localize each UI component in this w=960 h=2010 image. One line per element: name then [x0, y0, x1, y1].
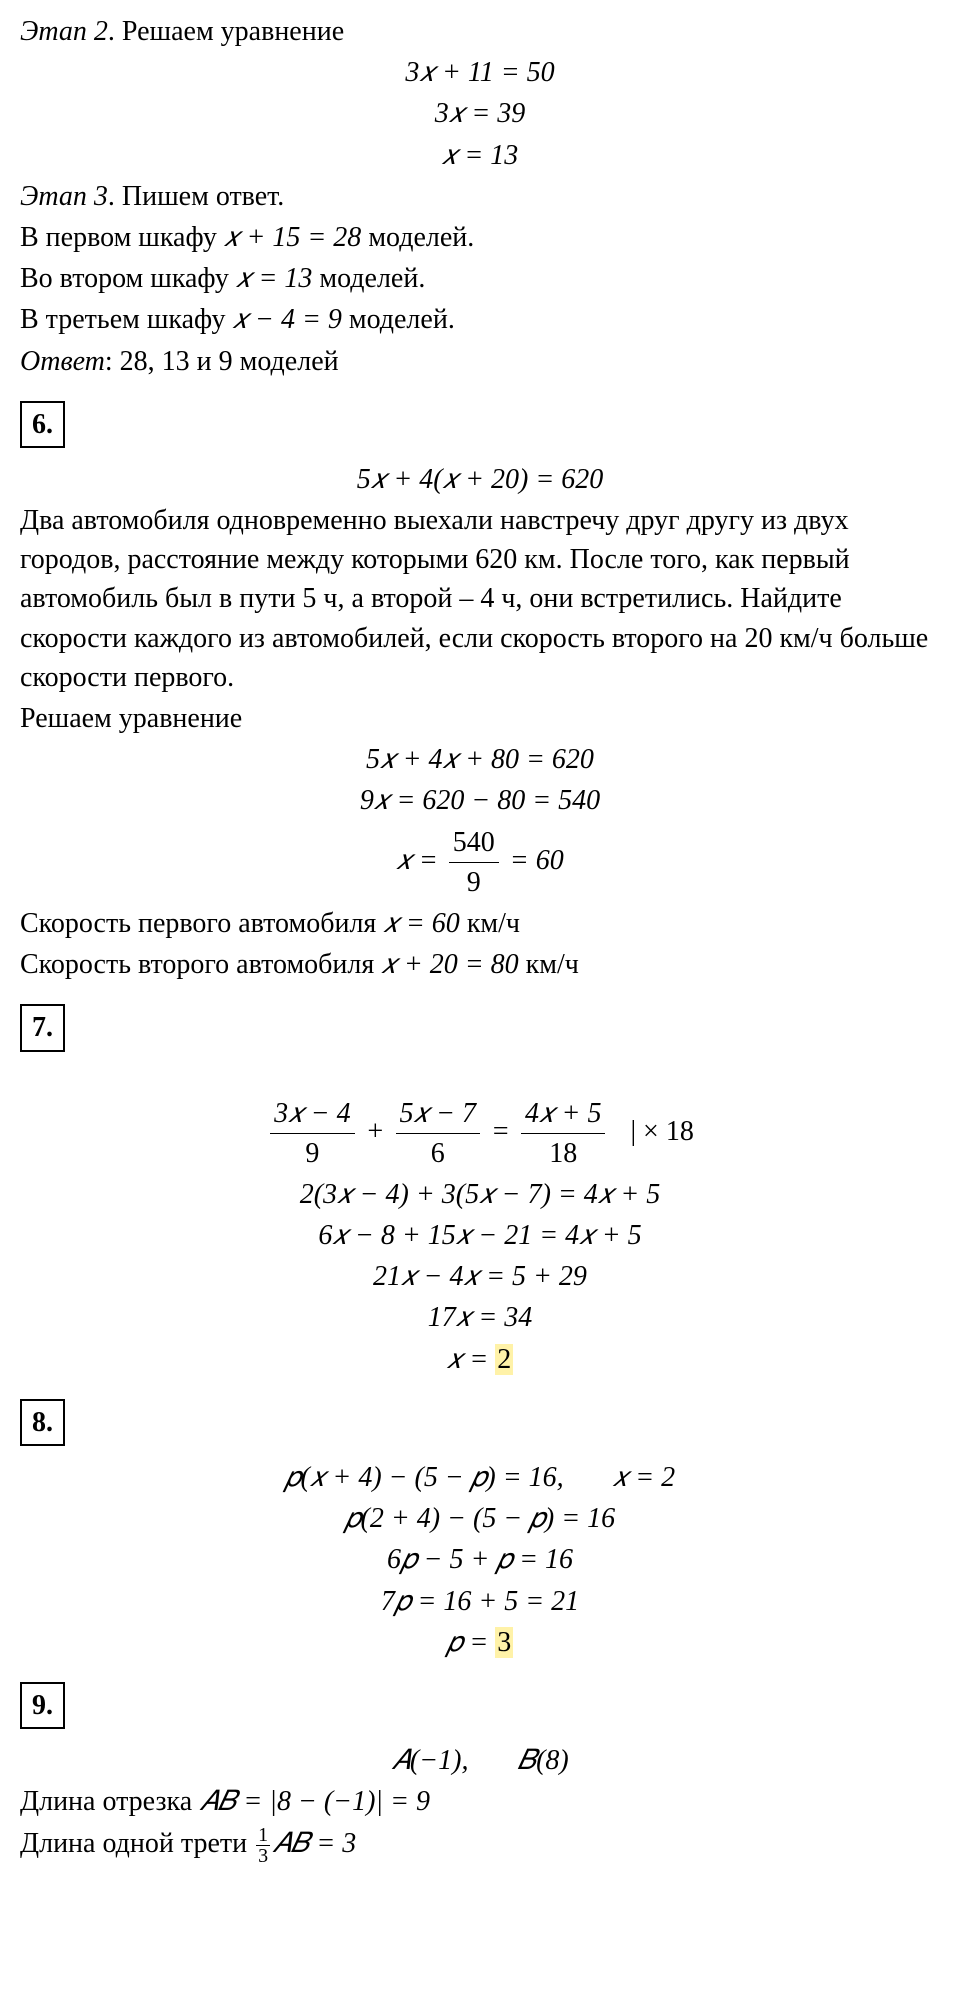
p7-eq5: 17𝑥 = 34	[20, 1298, 940, 1337]
highlighted-answer: 3	[495, 1627, 513, 1658]
p6-eq1: 5𝑥 + 4𝑥 + 80 = 620	[20, 740, 940, 779]
problem-number-7: 7.	[20, 1004, 65, 1051]
stage2-eq1: 3𝑥 + 11 = 50	[20, 53, 940, 92]
text: В третьем шкафу	[20, 304, 232, 335]
fraction: 5409	[449, 823, 499, 902]
denominator: 9	[449, 863, 499, 902]
fraction-2: 5𝑥 − 76	[396, 1094, 481, 1173]
p6-eq3: 𝑥 = 5409 = 60	[20, 823, 940, 902]
plus: +	[359, 1116, 392, 1147]
text: моделей.	[312, 263, 425, 294]
numerator: 1	[256, 1825, 270, 1846]
problem-number-6: 6.	[20, 401, 65, 448]
numerator: 3𝑥 − 4	[270, 1094, 355, 1134]
p8-eq2: 𝑝(2 + 4) − (5 − 𝑝) = 16	[20, 1499, 940, 1538]
p7-eq6: 𝑥 = 2	[20, 1340, 940, 1379]
denominator: 6	[396, 1134, 481, 1173]
problem-8-section: 8. 𝑝(𝑥 + 4) − (5 − 𝑝) = 16, 𝑥 = 2 𝑝(2 + …	[20, 1381, 940, 1662]
text: Длина отрезка	[20, 1786, 199, 1817]
math: 𝑥 = 60	[383, 908, 460, 939]
stage2-action: . Решаем уравнение	[108, 16, 344, 47]
math: 𝐴𝐵 = |8 − (−1)| = 9	[199, 1786, 430, 1817]
p6-eq2: 9𝑥 = 620 − 80 = 540	[20, 781, 940, 820]
stage2-title: Этап 2	[20, 16, 108, 47]
problem-number-9: 9.	[20, 1682, 65, 1729]
answer-text: : 28, 13 и 9 моделей	[105, 346, 339, 377]
p6-solve-label: Решаем уравнение	[20, 699, 940, 738]
p7-eq4: 21𝑥 − 4𝑥 = 5 + 29	[20, 1257, 940, 1296]
stage3-action: . Пишем ответ.	[108, 181, 284, 212]
eq-pre: 𝑝 =	[447, 1627, 496, 1658]
math: 𝑥 = 13	[236, 263, 313, 294]
stage2-eq3: 𝑥 = 13	[20, 136, 940, 175]
p8-eq5: 𝑝 = 3	[20, 1623, 940, 1662]
problem-7-section: 7. 3𝑥 − 49 + 5𝑥 − 76 = 4𝑥 + 518 | × 18 2…	[20, 986, 940, 1379]
stage2-header: Этап 2. Решаем уравнение	[20, 12, 940, 51]
p8-eq1: 𝑝(𝑥 + 4) − (5 − 𝑝) = 16, 𝑥 = 2	[20, 1458, 940, 1497]
p6-main-eq: 5𝑥 + 4(𝑥 + 20) = 620	[20, 460, 940, 499]
text: В первом шкафу	[20, 222, 224, 253]
fraction: 13	[256, 1825, 270, 1866]
problem-9-section: 9. 𝐴(−1), 𝐵(8) Длина отрезка 𝐴𝐵 = |8 − (…	[20, 1664, 940, 1866]
math: 𝑥 + 20 = 80	[381, 949, 518, 980]
denominator: 9	[270, 1134, 355, 1173]
mult-note: | × 18	[609, 1116, 693, 1147]
eq-pre: 𝑥 =	[396, 845, 445, 876]
stage2-eq2: 3𝑥 = 39	[20, 94, 940, 133]
math: 𝐴𝐵 = 3	[272, 1828, 356, 1859]
stage3-line1: В первом шкафу 𝑥 + 15 = 28 моделей.	[20, 218, 940, 257]
problem-number-8: 8.	[20, 1399, 65, 1446]
numerator: 5𝑥 − 7	[396, 1094, 481, 1134]
denominator: 18	[521, 1134, 606, 1173]
text: моделей.	[361, 222, 474, 253]
text: Во втором шкафу	[20, 263, 236, 294]
p6-ans1: Скорость первого автомобиля 𝑥 = 60 км/ч	[20, 904, 940, 943]
stage3-answer: Ответ: 28, 13 и 9 моделей	[20, 342, 940, 381]
p9-line2: Длина одной трети 13𝐴𝐵 = 3	[20, 1824, 940, 1866]
equals: =	[484, 1116, 517, 1147]
text: Скорость второго автомобиля	[20, 949, 381, 980]
stage3-line2: Во втором шкафу 𝑥 = 13 моделей.	[20, 259, 940, 298]
text: Длина одной трети	[20, 1828, 254, 1859]
eq-post: = 60	[503, 845, 564, 876]
p6-problem-text: Два автомобиля одновременно выехали навс…	[20, 501, 940, 697]
text: км/ч	[519, 949, 579, 980]
stage-2-section: Этап 2. Решаем уравнение 3𝑥 + 11 = 50 3𝑥…	[20, 12, 940, 175]
math: 𝑥 − 4 = 9	[232, 304, 341, 335]
eq-pre: 𝑥 =	[447, 1344, 496, 1375]
p7-eq3: 6𝑥 − 8 + 15𝑥 − 21 = 4𝑥 + 5	[20, 1216, 940, 1255]
text: моделей.	[342, 304, 455, 335]
answer-label: Ответ	[20, 346, 105, 377]
fraction-3: 4𝑥 + 518	[521, 1094, 606, 1173]
p9-points: 𝐴(−1), 𝐵(8)	[20, 1741, 940, 1780]
stage3-line3: В третьем шкафу 𝑥 − 4 = 9 моделей.	[20, 300, 940, 339]
fraction-1: 3𝑥 − 49	[270, 1094, 355, 1173]
stage-3-section: Этап 3. Пишем ответ. В первом шкафу 𝑥 + …	[20, 177, 940, 381]
numerator: 4𝑥 + 5	[521, 1094, 606, 1134]
p6-ans2: Скорость второго автомобиля 𝑥 + 20 = 80 …	[20, 945, 940, 984]
highlighted-answer: 2	[495, 1344, 513, 1375]
text: км/ч	[460, 908, 520, 939]
p7-eq1: 3𝑥 − 49 + 5𝑥 − 76 = 4𝑥 + 518 | × 18	[20, 1094, 940, 1173]
problem-6-section: 6. 5𝑥 + 4(𝑥 + 20) = 620 Два автомобиля о…	[20, 383, 940, 985]
math: 𝑥 + 15 = 28	[224, 222, 361, 253]
p9-line1: Длина отрезка 𝐴𝐵 = |8 − (−1)| = 9	[20, 1782, 940, 1821]
denominator: 3	[256, 1846, 270, 1866]
p8-eq4: 7𝑝 = 16 + 5 = 21	[20, 1582, 940, 1621]
text: Скорость первого автомобиля	[20, 908, 383, 939]
stage3-title: Этап 3	[20, 181, 108, 212]
numerator: 540	[449, 823, 499, 863]
p8-eq3: 6𝑝 − 5 + 𝑝 = 16	[20, 1540, 940, 1579]
stage3-header: Этап 3. Пишем ответ.	[20, 177, 940, 216]
p7-eq2: 2(3𝑥 − 4) + 3(5𝑥 − 7) = 4𝑥 + 5	[20, 1175, 940, 1214]
